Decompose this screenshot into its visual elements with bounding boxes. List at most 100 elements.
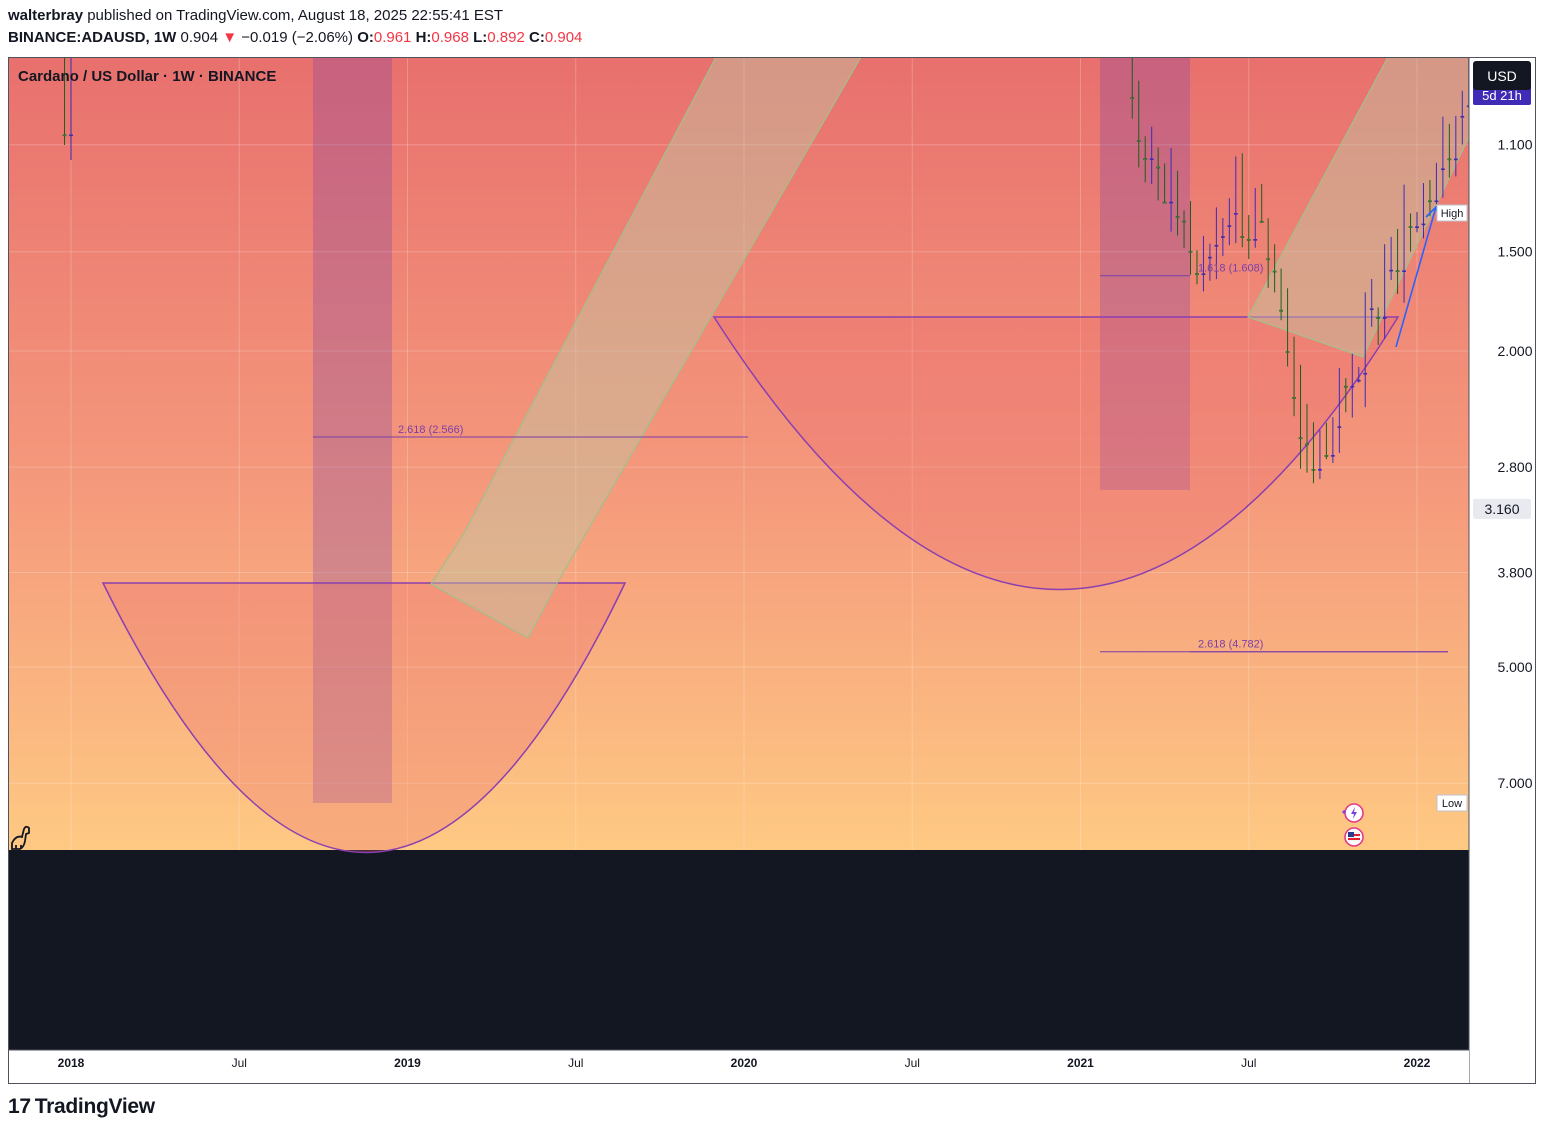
grid (8, 57, 1469, 850)
price-tag-value-0: 3.160 (1484, 501, 1519, 517)
candle (1143, 136, 1148, 183)
price-axis[interactable] (1469, 57, 1536, 1084)
candle (1182, 210, 1186, 248)
arc-2018-2020 (101, 582, 627, 854)
chart-frame (8, 57, 1536, 1084)
currency-label: USD (1487, 68, 1517, 84)
candle (1421, 183, 1426, 239)
candle (1337, 367, 1342, 453)
price-tick-5: 1.500 (1497, 244, 1532, 260)
time-tick-7: Jul (1241, 1056, 1256, 1070)
price-tag-countdown: 5d 21h (1482, 88, 1522, 103)
high-label: H: (415, 29, 432, 46)
channel-2020-2021 (430, 57, 862, 639)
lightning-icon[interactable] (1342, 803, 1364, 823)
candle (1356, 366, 1361, 383)
price-tag-0 (1473, 498, 1531, 519)
candle (1136, 80, 1141, 168)
annotation-high: High (1441, 208, 1464, 220)
publish-info: walterbray published on TradingView.com,… (8, 7, 503, 24)
close-value: 0.904 (544, 29, 583, 46)
candle (1149, 126, 1154, 185)
currency-button[interactable] (1473, 61, 1531, 90)
candle (1169, 147, 1173, 232)
tradingview-logo-icon: 17 (8, 1095, 31, 1118)
candle (1363, 292, 1368, 408)
candle (1201, 235, 1206, 292)
author-name[interactable]: walterbray (8, 7, 84, 24)
candle (1305, 403, 1309, 473)
candle (1292, 336, 1296, 417)
time-tick-0: 2018 (58, 1056, 85, 1070)
fib-label-1-1: 1.618 (1.608) (1198, 263, 1263, 275)
time-tick-1: Jul (232, 1056, 247, 1070)
candle (1220, 218, 1225, 257)
candle (69, 57, 73, 160)
candle (1382, 244, 1387, 339)
candle (1408, 213, 1413, 252)
candles (62, 57, 1469, 484)
candle (1395, 229, 1400, 294)
candle (1246, 215, 1251, 260)
candle (1259, 183, 1264, 223)
symbol: BINANCE:ADAUSD (8, 29, 146, 46)
time-tick-2: 2019 (394, 1056, 421, 1070)
price-tick-6: 1.100 (1497, 137, 1532, 153)
tradingview-logo[interactable]: 17 TradingView (8, 1095, 155, 1119)
publish-date: published on TradingView.com, August 18,… (87, 7, 504, 24)
candle (1447, 123, 1452, 178)
candle (1428, 180, 1432, 217)
candle (1214, 207, 1219, 280)
candle (1434, 162, 1439, 205)
candle (1188, 201, 1193, 275)
candle (1369, 279, 1374, 327)
price-tick-4: 2.000 (1497, 343, 1532, 359)
candle (1240, 153, 1245, 248)
us-flag-icon[interactable] (1344, 827, 1364, 847)
interval: 1W (153, 29, 177, 46)
fib-zone-2019 (313, 57, 392, 803)
candle (1453, 115, 1458, 177)
open-value: 0.961 (373, 29, 412, 46)
candle (1208, 243, 1212, 281)
chart-legend-title: Cardano / US Dollar · 1W · BINANCE (18, 68, 276, 85)
price-tick-3: 2.800 (1497, 459, 1532, 475)
candle (1272, 244, 1277, 293)
low-label: L: (473, 29, 488, 46)
price-chart[interactable]: 2.618 (2.566)1.618 (0.380)1 (0.117)0.886… (8, 57, 1536, 1084)
candle (1440, 116, 1445, 198)
candle (1318, 429, 1322, 480)
candle (1253, 188, 1258, 248)
candle (1330, 417, 1335, 463)
price-tick-1: 5.000 (1497, 659, 1532, 675)
target-arrow-line (1395, 206, 1437, 348)
candle (1162, 163, 1167, 204)
down-arrow-icon: ▼ (222, 29, 238, 46)
price-change: −0.019 (−2.06%) (241, 29, 354, 46)
candle (1298, 364, 1303, 469)
annotation-box-high (1436, 204, 1468, 222)
candle (1227, 198, 1232, 246)
low-value: 0.892 (487, 29, 525, 46)
high-value: 0.968 (431, 29, 469, 46)
candle (1350, 353, 1355, 418)
price-axis-labels: 7.000 5.000 3.800 2.800 2.000 1.500 1.100 (1497, 137, 1532, 791)
candle (62, 57, 67, 145)
fib-zone-2024 (1100, 57, 1190, 490)
time-tick-8: 2022 (1404, 1056, 1431, 1070)
drawing-zones (101, 57, 1469, 854)
candle (1376, 307, 1381, 345)
candle (1195, 250, 1199, 285)
annotation-box-low (1436, 794, 1468, 812)
candle (1175, 170, 1180, 236)
price-tick-2: 3.800 (1497, 564, 1532, 580)
time-tick-5: Jul (905, 1056, 920, 1070)
annotation-low: Low (1442, 798, 1462, 810)
time-axis[interactable] (8, 1050, 1469, 1084)
candle (1415, 211, 1419, 233)
candle (1156, 147, 1161, 201)
candle (1285, 288, 1290, 367)
candle (1266, 218, 1271, 288)
last-price: 0.904 (180, 29, 219, 46)
time-tick-4: 2020 (731, 1056, 758, 1070)
